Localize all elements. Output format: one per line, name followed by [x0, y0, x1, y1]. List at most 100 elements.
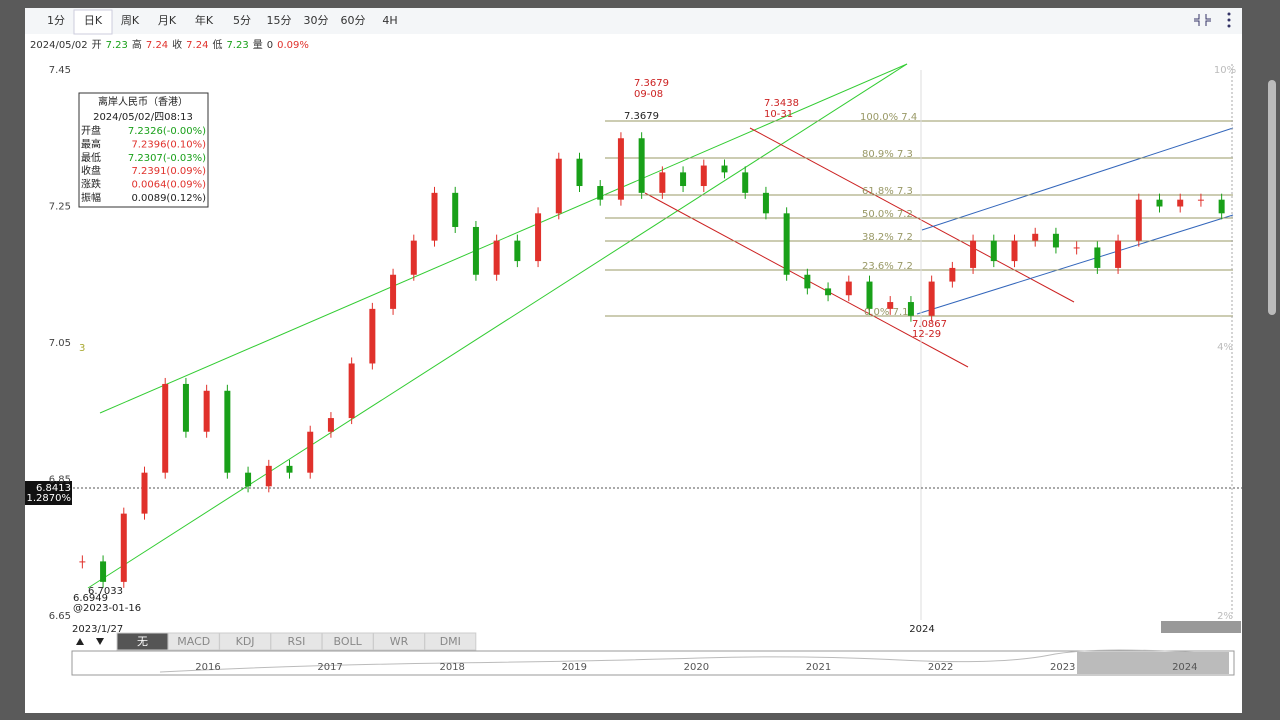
candle: [410, 240, 417, 275]
candle: [887, 302, 894, 309]
info-high: 7.24: [146, 40, 168, 51]
crosshair-price: 6.8413: [36, 483, 71, 494]
tab[interactable]: 60分: [341, 14, 366, 27]
info-date: 2024/05/02: [30, 40, 88, 51]
candle: [1032, 233, 1039, 241]
tooltip-value: 7.2396(0.10%): [131, 139, 206, 150]
candle: [866, 281, 873, 309]
candle: [721, 165, 728, 173]
tab[interactable]: 周K: [121, 14, 140, 27]
navigator: [71, 650, 1235, 676]
arrow-up[interactable]: [76, 638, 84, 645]
info-close: 7.24: [186, 40, 208, 51]
annotation: 7.0867: [912, 319, 947, 330]
candle: [845, 281, 852, 296]
right-label: 10%: [1214, 65, 1236, 76]
fullscreen-icon[interactable]: [1194, 14, 1211, 26]
candle: [514, 240, 521, 262]
candle: [970, 240, 977, 268]
info-vol: 0: [267, 40, 273, 51]
info-change: 0.09%: [277, 40, 309, 51]
tooltip-value: 0.0064(0.09%): [131, 180, 206, 191]
candle: [390, 274, 397, 309]
candle: [1115, 240, 1122, 268]
indicator-label: KDJ: [236, 635, 255, 648]
panel: [25, 8, 1242, 713]
candle: [659, 172, 666, 193]
candle: [203, 390, 210, 432]
nav-year: 2021: [806, 662, 831, 673]
tooltip-key: 最低: [81, 151, 101, 164]
candle: [182, 383, 189, 432]
candle: [452, 192, 459, 227]
candle: [369, 308, 376, 364]
crosshair-pct: 1.2870%: [27, 493, 72, 504]
trend-lines: [25, 63, 1242, 620]
scrollbar[interactable]: [1268, 80, 1276, 315]
x-label: 2023/1/27: [72, 624, 123, 635]
annotation: 09-08: [634, 89, 663, 100]
candle: [1218, 199, 1225, 214]
info-low-label: 低: [212, 38, 222, 51]
info-low: 7.23: [226, 40, 248, 51]
candle: [1135, 199, 1142, 241]
nav-year: 2019: [562, 662, 587, 673]
menu-icon[interactable]: [1227, 12, 1231, 28]
tooltip-value: 0.0089(0.12%): [131, 193, 206, 204]
annotation: 7.3679: [624, 111, 659, 122]
candle: [245, 472, 252, 487]
tab[interactable]: 30分: [304, 14, 329, 27]
tooltip-key: 收盘: [81, 164, 101, 177]
candle: [825, 288, 832, 296]
scroll-thumb[interactable]: [1161, 621, 1241, 633]
tooltip-value: 7.2391(0.09%): [131, 166, 206, 177]
candle: [141, 472, 148, 514]
tab[interactable]: 15分: [267, 14, 292, 27]
navigator-window[interactable]: [1077, 652, 1229, 674]
candle: [638, 138, 645, 193]
candle: [928, 281, 935, 316]
tooltip-value: 7.2307(-0.03%): [128, 153, 206, 164]
info-open-label: 开: [92, 40, 102, 51]
annotation: 10-31: [764, 109, 793, 120]
tab[interactable]: 日K: [84, 14, 103, 27]
nav-year: 2017: [317, 662, 342, 673]
tooltip-time: 2024/05/02/四08:13: [93, 112, 193, 123]
indicator-label: RSI: [287, 635, 305, 648]
nav-year: 2018: [439, 662, 464, 673]
fib-label: 0.0% 7.1: [864, 307, 909, 318]
candle: [804, 274, 811, 289]
crosshair-label: [25, 481, 72, 505]
indicator-label: DMI: [440, 635, 461, 648]
candle: [493, 240, 500, 275]
candle: [1177, 199, 1184, 207]
indicator-button[interactable]: [424, 632, 477, 651]
indicator-label: 无: [137, 635, 148, 648]
candle: [120, 513, 127, 582]
arrow-down[interactable]: [96, 638, 104, 645]
tab[interactable]: 1分: [47, 14, 65, 27]
candle: [617, 138, 624, 200]
nav-year: 2016: [195, 662, 220, 673]
y-tick-label: 7.45: [49, 65, 71, 76]
candle: [286, 465, 293, 473]
tooltip-value: 7.2326(-0.00%): [128, 126, 206, 137]
tab[interactable]: 月K: [158, 14, 177, 27]
tab[interactable]: 5分: [233, 14, 251, 27]
tooltip-key: 开盘: [81, 124, 101, 137]
tab[interactable]: 4H: [382, 14, 397, 27]
candle: [597, 186, 604, 200]
candle: [762, 192, 769, 214]
y-tick-label: 7.25: [49, 202, 71, 213]
tab-active: [73, 9, 113, 35]
candle: [224, 390, 231, 473]
fib-label: 80.9% 7.3: [862, 149, 913, 160]
nav-year: 2023: [1050, 662, 1075, 673]
candle: [742, 172, 749, 193]
candle: [680, 172, 687, 187]
annotation: 7.3438: [764, 98, 799, 109]
tab[interactable]: 年K: [195, 13, 214, 27]
x-label: 2024: [909, 624, 934, 635]
tooltip-key: 最高: [81, 137, 101, 150]
